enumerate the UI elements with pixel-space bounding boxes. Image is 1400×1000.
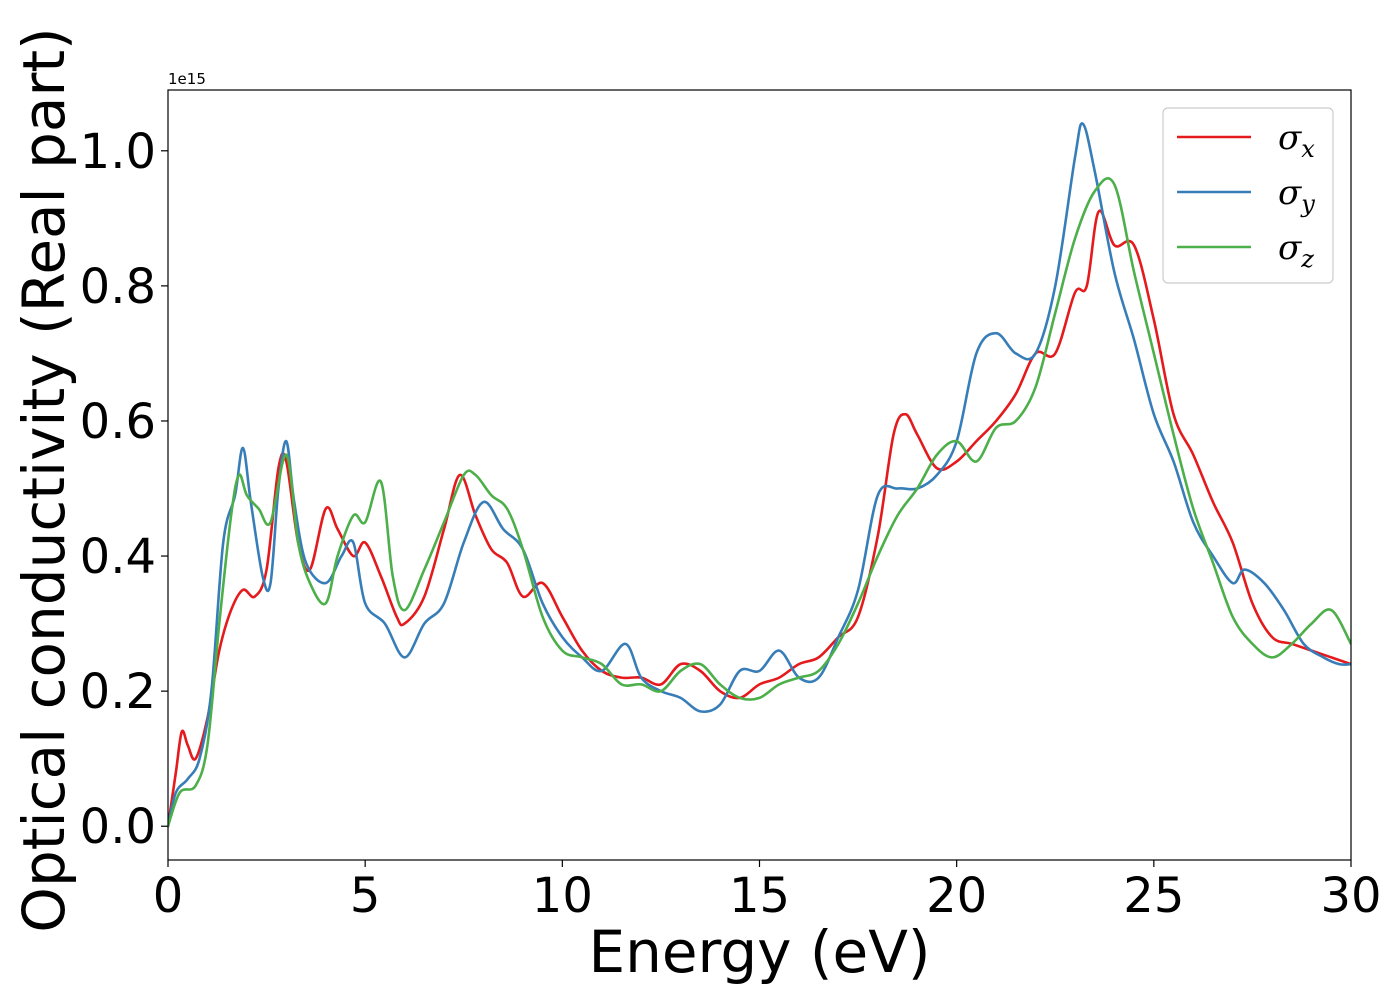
y-tick-label: 0.6 — [80, 394, 156, 450]
x-tick-label: 20 — [926, 868, 987, 924]
y-axis-label: Optical conductivity (Real part) — [10, 27, 78, 932]
series-layer — [168, 122, 1351, 828]
legend-label-x: σx — [1278, 118, 1315, 163]
legend-box — [1162, 107, 1334, 284]
x-axis-label: Energy (eV) — [588, 918, 930, 986]
y-axis-offset-label: 1e15 — [168, 70, 206, 88]
series-line-x — [168, 209, 1351, 828]
y-axis-ticks: 0.0 0.2 0.4 0.6 0.8 1.0 — [80, 124, 168, 855]
x-tick-label: 25 — [1123, 868, 1184, 924]
y-tick-label: 1.0 — [80, 124, 156, 180]
y-tick-label: 0.0 — [80, 799, 156, 855]
legend: σx σy σz — [1162, 107, 1334, 284]
x-tick-label: 30 — [1320, 868, 1381, 924]
legend-label-z: σz — [1278, 228, 1314, 273]
x-tick-label: 15 — [729, 868, 790, 924]
legend-label-y: σy — [1278, 173, 1315, 218]
y-tick-label: 0.4 — [80, 529, 156, 585]
y-tick-label: 0.2 — [80, 664, 156, 720]
series-line-z — [168, 177, 1351, 828]
x-tick-label: 5 — [350, 868, 381, 924]
x-axis-ticks: 0 5 10 15 20 25 30 — [153, 860, 1382, 924]
x-tick-label: 10 — [532, 868, 593, 924]
x-tick-label: 0 — [153, 868, 184, 924]
y-tick-label: 0.8 — [80, 259, 156, 315]
